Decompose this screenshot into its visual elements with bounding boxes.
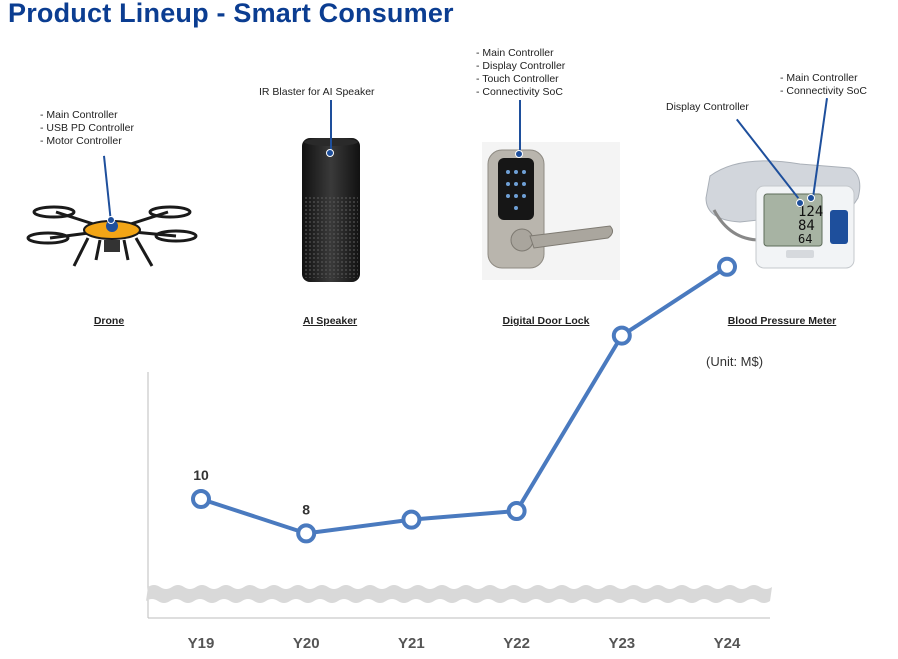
axis-break-band [146, 585, 772, 603]
bp-meter-marker-dot-right [807, 194, 815, 202]
data-point [191, 489, 211, 509]
ai-speaker-image [302, 138, 360, 282]
feature-item: - Touch Controller [476, 73, 559, 85]
x-tick-label: Y23 [608, 635, 635, 652]
door-lock-marker-dot [515, 150, 523, 158]
unit-label: (Unit: M$) [706, 354, 764, 369]
ai-speaker-features: IR Blaster for AI Speaker [259, 86, 375, 99]
data-point [611, 325, 632, 346]
drone-features: - Main Controller - USB PD Controller - … [40, 109, 134, 148]
series-line [200, 265, 729, 536]
drone-image [26, 205, 198, 267]
feature-item: - Main Controller [40, 109, 118, 121]
door-lock-leader [519, 100, 521, 152]
bp-meter-image: 124 84 64 [705, 160, 861, 269]
svg-text:124: 124 [798, 204, 823, 220]
x-tick-label: Y20 [293, 635, 320, 652]
data-label: 10 [193, 467, 209, 483]
feature-item: - Display Controller [476, 60, 566, 72]
bp-meter-features-left: Display Controller [666, 101, 749, 114]
data-point [296, 523, 317, 544]
drone-label: Drone [93, 315, 125, 327]
x-tick-label: Y22 [503, 635, 530, 652]
x-tick-label: Y19 [188, 635, 215, 652]
bp-meter-label: Blood Pressure Meter [727, 315, 837, 327]
door-lock-image [482, 142, 620, 280]
feature-item: - Connectivity SoC [780, 85, 867, 97]
bp-meter-marker-dot-left [796, 199, 804, 207]
door-lock-features: - Main Controller - Display Controller -… [476, 47, 565, 99]
ai-speaker-label: AI Speaker [302, 315, 358, 327]
feature-item: - Main Controller [780, 72, 858, 84]
feature-item: - Connectivity SoC [476, 86, 563, 98]
data-point [401, 509, 422, 530]
svg-text:64: 64 [798, 232, 812, 246]
svg-text:84: 84 [798, 218, 815, 234]
bp-meter-features-right: - Main Controller - Connectivity SoC [780, 72, 867, 98]
data-point [506, 501, 527, 522]
drone-marker-dot [107, 216, 115, 224]
feature-item: - Motor Controller [40, 135, 122, 147]
ai-speaker-marker-dot [326, 149, 334, 157]
ai-speaker-leader [330, 100, 332, 152]
x-tick-label: Y24 [714, 635, 741, 652]
data-label: 8 [302, 501, 310, 517]
data-point [717, 256, 737, 277]
feature-item: - USB PD Controller [40, 122, 134, 134]
page-title: Product Lineup - Smart Consumer [8, 0, 454, 28]
feature-item: - Main Controller [476, 47, 554, 59]
door-lock-label: Digital Door Lock [502, 315, 590, 327]
feature-item: IR Blaster for AI Speaker [259, 86, 375, 98]
x-tick-label: Y21 [398, 635, 425, 652]
feature-item: Display Controller [666, 101, 749, 113]
